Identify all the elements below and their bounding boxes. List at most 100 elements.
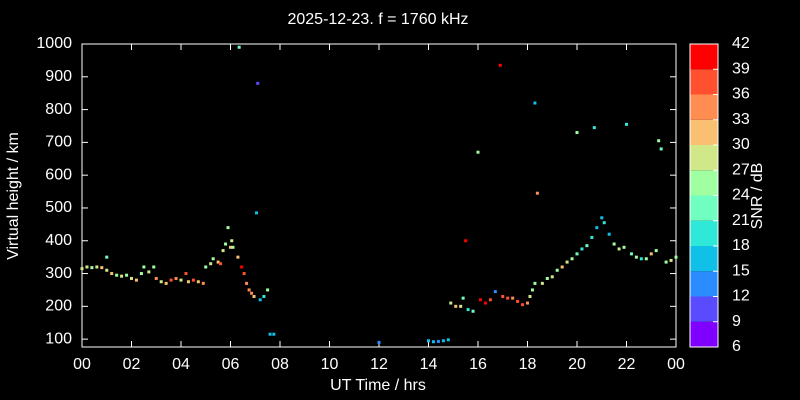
colorbar-band (690, 170, 718, 196)
colorbar-tick-label: 42 (732, 35, 750, 52)
data-point (139, 272, 143, 276)
x-tick-label: 14 (420, 356, 438, 373)
data-point (540, 281, 544, 285)
data-point (427, 339, 430, 343)
data-point (493, 290, 497, 294)
data-point (204, 265, 208, 269)
data-point (654, 249, 658, 253)
data-point (622, 245, 626, 249)
colorbar-tick-label: 12 (732, 288, 750, 305)
data-point (159, 280, 163, 284)
data-point (565, 260, 569, 264)
data-point (550, 275, 554, 279)
data-point (629, 252, 633, 256)
data-point (254, 211, 258, 215)
data-point (252, 295, 256, 298)
data-point (625, 122, 628, 126)
data-point (580, 247, 584, 251)
data-point (134, 278, 138, 282)
data-point (154, 276, 158, 280)
colorbar-band (690, 69, 718, 95)
colorbar-tick-label: 24 (732, 187, 750, 204)
data-point (461, 296, 465, 300)
data-point (657, 139, 661, 143)
data-point (237, 45, 241, 49)
data-point (147, 270, 151, 274)
data-point (607, 232, 611, 236)
data-point (169, 278, 173, 282)
data-point (535, 191, 539, 195)
colorbar-band (690, 321, 718, 347)
data-point (231, 245, 235, 249)
data-point (634, 255, 638, 259)
data-point (446, 338, 450, 342)
y-tick-label: 800 (45, 101, 72, 118)
x-tick-label: 12 (370, 356, 388, 373)
data-point (229, 245, 232, 249)
colorbar-tick-label: 18 (732, 237, 750, 254)
data-point (595, 226, 599, 230)
data-point (659, 147, 663, 151)
data-point (230, 239, 234, 243)
data-point (125, 273, 129, 277)
x-axis-label: UT Time / hrs (330, 377, 426, 394)
data-point (649, 252, 653, 256)
colorbar-band (690, 119, 718, 145)
data-point (449, 301, 453, 305)
data-point (533, 101, 537, 105)
data-point (179, 278, 183, 282)
data-point (617, 247, 621, 251)
data-point (526, 301, 529, 305)
colorbar-tick-label: 6 (732, 338, 741, 355)
y-axis-label: Virtual height / km (5, 132, 22, 260)
x-tick-label: 00 (73, 356, 91, 373)
data-point (506, 296, 510, 300)
x-tick-label: 22 (618, 356, 636, 373)
data-point (245, 281, 249, 285)
data-point (585, 244, 589, 248)
data-point (639, 257, 643, 261)
data-point (478, 298, 482, 302)
data-point (528, 295, 532, 298)
data-point (266, 288, 270, 292)
data-point (501, 295, 505, 298)
y-tick-label: 700 (45, 134, 72, 151)
data-point (90, 266, 94, 270)
colorbar-tick-label: 36 (732, 86, 750, 103)
colorbar-band (690, 220, 718, 246)
chart-title: 2025-12-23. f = 1760 kHz (287, 11, 468, 28)
data-point (250, 291, 254, 295)
y-tick-label: 400 (45, 232, 72, 249)
data-point (592, 126, 596, 130)
data-point (602, 221, 606, 225)
colorbar-band (690, 296, 718, 322)
data-point (570, 257, 574, 261)
data-point (186, 280, 190, 284)
data-point (669, 258, 673, 262)
data-point (466, 308, 470, 312)
x-tick-label: 08 (271, 356, 289, 373)
data-point (80, 267, 84, 271)
data-point (142, 265, 146, 269)
data-point (436, 339, 440, 343)
data-point (268, 332, 272, 336)
data-point (164, 281, 168, 285)
colorbar-label: SNR / dB (749, 163, 766, 230)
data-point (120, 274, 124, 278)
data-point (95, 265, 99, 269)
data-point (209, 262, 213, 266)
data-point (100, 266, 104, 270)
data-point (516, 299, 520, 303)
data-point (498, 63, 502, 67)
x-tick-label: 20 (568, 356, 586, 373)
colorbar-tick-label: 27 (732, 161, 750, 178)
plot-frame (81, 43, 677, 348)
data-point (560, 265, 564, 269)
x-tick-label: 06 (222, 356, 240, 373)
data-point (674, 255, 678, 259)
data-point (262, 295, 266, 298)
data-point (226, 226, 230, 230)
data-point (105, 255, 109, 259)
data-point (441, 339, 445, 343)
